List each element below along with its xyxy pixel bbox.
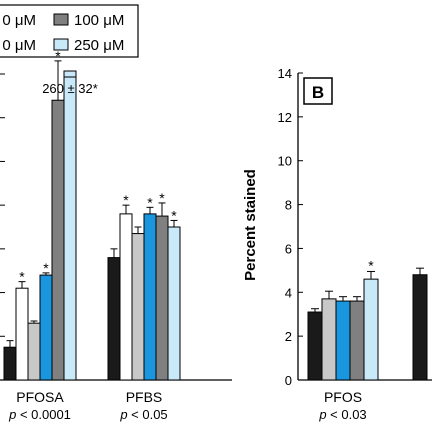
bar: [107, 257, 121, 381]
legend-label: 100 μM: [74, 12, 124, 29]
bar: [131, 233, 145, 381]
bar: [363, 278, 379, 381]
legend: 0 μM 100 μM 0 μM 250 μM: [0, 4, 139, 58]
significance-star: *: [19, 269, 25, 285]
bar: [335, 300, 351, 381]
bar: [349, 300, 365, 381]
y-tick-label: 12: [278, 110, 292, 125]
bar: [3, 346, 17, 381]
p-value-label: p < 0.0001: [8, 407, 71, 422]
category-label: PFBS: [126, 389, 163, 405]
bar: [15, 287, 29, 381]
significance-star: *: [159, 190, 165, 206]
significance-star: *: [55, 48, 61, 64]
y-tick-label: 14: [278, 66, 292, 81]
bar: [167, 226, 181, 381]
significance-star: *: [147, 194, 153, 210]
bar: [307, 311, 323, 381]
category-label: PFOS: [324, 389, 362, 405]
legend-swatch: [53, 13, 69, 26]
legend-label: 0 μM: [2, 37, 36, 54]
y-tick-label: 0: [285, 373, 292, 388]
legend-label: 250 μM: [74, 37, 124, 54]
y-axis-label: Percent stained: [242, 169, 259, 281]
bar: [27, 322, 41, 381]
bar: [412, 274, 428, 381]
bar: [51, 99, 65, 381]
significance-star: *: [171, 207, 177, 223]
panel-label: B: [312, 83, 324, 102]
bar: [143, 213, 157, 381]
p-value-label: p < 0.03: [318, 407, 366, 422]
bar: [119, 213, 133, 381]
legend-label: 0 μM: [2, 12, 36, 29]
bar: [321, 298, 337, 381]
y-tick-label: 4: [285, 285, 292, 300]
significance-star: *: [368, 257, 374, 273]
category-label: PFOSA: [16, 389, 64, 405]
bar: [39, 274, 53, 381]
y-tick-label: 10: [278, 154, 292, 169]
significance-star: *: [123, 192, 129, 208]
off-scale-bar-segment: [63, 70, 77, 78]
legend-box: [0, 4, 139, 58]
off-scale-annotation: 260 ± 32*: [42, 81, 98, 96]
y-tick-label: 6: [285, 241, 292, 256]
legend-swatch: [53, 38, 69, 51]
bar: [63, 73, 77, 381]
y-tick-label: 2: [285, 329, 292, 344]
bar: [155, 215, 169, 381]
p-value-label: p < 0.05: [119, 407, 167, 422]
panel-b-chart: 0 2 4 6 8 10 12 14 Percent stained B * PFOS p < 0.03: [242, 66, 432, 422]
panel-label-box: [303, 77, 333, 105]
y-tick-label: 8: [285, 198, 292, 213]
panel-a-chart: * * * PFOSA p < 0.0001 260 ± 32* * * * * PFBS p < 0…: [0, 48, 232, 422]
significance-star: *: [43, 260, 49, 276]
